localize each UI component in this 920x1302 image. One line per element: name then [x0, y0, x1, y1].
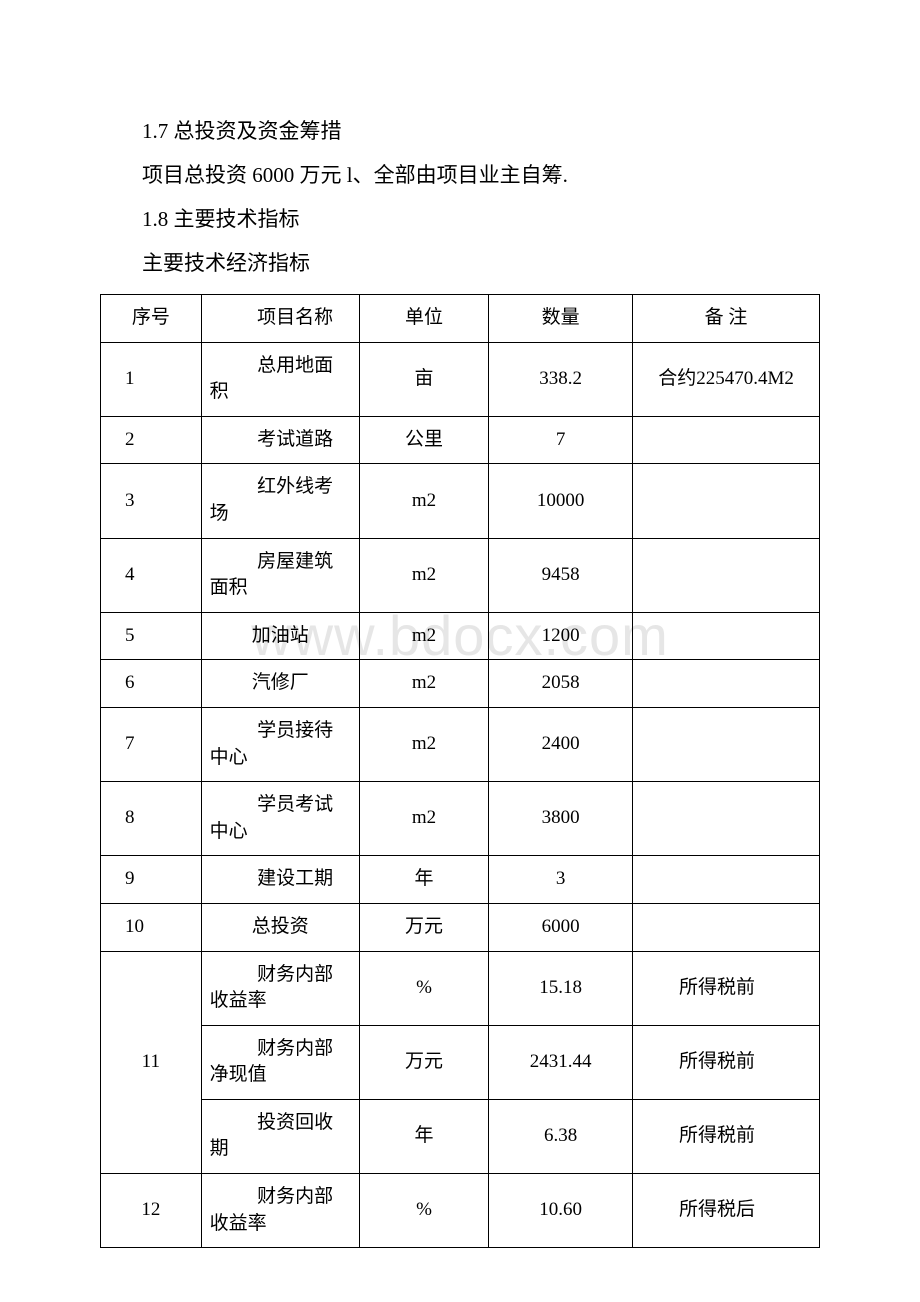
cell-seq: 12 — [101, 1174, 202, 1248]
col-header-qty: 数量 — [489, 295, 633, 343]
table-row: 9 建设工期 年 3 — [101, 856, 820, 904]
table-row: 6 汽修厂 m2 2058 — [101, 660, 820, 708]
cell-seq: 2 — [101, 416, 202, 464]
cell-name: 财务内部收益率 — [201, 1174, 359, 1248]
cell-note: 所得税前 — [633, 1025, 820, 1099]
cell-note — [633, 903, 820, 951]
cell-note — [633, 416, 820, 464]
cell-note: 所得税后 — [633, 1174, 820, 1248]
cell-qty: 338.2 — [489, 342, 633, 416]
cell-unit: 公里 — [359, 416, 488, 464]
cell-name: 汽修厂 — [201, 660, 359, 708]
table-row: 7 学员接待中心 m2 2400 — [101, 707, 820, 781]
cell-unit: 万元 — [359, 1025, 488, 1099]
cell-qty: 3 — [489, 856, 633, 904]
cell-qty: 2058 — [489, 660, 633, 708]
cell-qty: 2400 — [489, 707, 633, 781]
cell-unit: 年 — [359, 1099, 488, 1173]
cell-qty: 6.38 — [489, 1099, 633, 1173]
cell-seq: 6 — [101, 660, 202, 708]
cell-name: 总投资 — [201, 903, 359, 951]
table-row: 2 考试道路 公里 7 — [101, 416, 820, 464]
cell-unit: m2 — [359, 782, 488, 856]
col-header-seq: 序号 — [101, 295, 202, 343]
cell-qty: 9458 — [489, 538, 633, 612]
cell-note: 所得税前 — [633, 1099, 820, 1173]
table-row: 11 财务内部收益率 % 15.18 所得税前 — [101, 951, 820, 1025]
cell-seq: 3 — [101, 464, 202, 538]
cell-name: 投资回收期 — [201, 1099, 359, 1173]
cell-note — [633, 660, 820, 708]
table-row: 1 总用地面积 亩 338.2 合约225470.4M2 — [101, 342, 820, 416]
cell-seq: 4 — [101, 538, 202, 612]
section-heading-1-7: 1.7 总投资及资金筹措 — [100, 110, 820, 152]
cell-seq: 11 — [101, 951, 202, 1174]
cell-name: 总用地面积 — [201, 342, 359, 416]
cell-unit: 年 — [359, 856, 488, 904]
cell-name: 房屋建筑面积 — [201, 538, 359, 612]
cell-qty: 7 — [489, 416, 633, 464]
table-row: 8 学员考试中心 m2 3800 — [101, 782, 820, 856]
cell-unit: % — [359, 951, 488, 1025]
section-heading-1-8: 1.8 主要技术指标 — [100, 198, 820, 240]
cell-note — [633, 612, 820, 660]
cell-seq: 9 — [101, 856, 202, 904]
cell-seq: 1 — [101, 342, 202, 416]
cell-qty: 1200 — [489, 612, 633, 660]
cell-name: 财务内部净现值 — [201, 1025, 359, 1099]
table-row: 4 房屋建筑面积 m2 9458 — [101, 538, 820, 612]
cell-qty: 6000 — [489, 903, 633, 951]
cell-unit: m2 — [359, 538, 488, 612]
cell-note — [633, 464, 820, 538]
cell-unit: m2 — [359, 612, 488, 660]
cell-qty: 10.60 — [489, 1174, 633, 1248]
cell-unit: m2 — [359, 660, 488, 708]
table-title: 主要技术经济指标 — [100, 242, 820, 284]
table-header-row: 序号 项目名称 单位 数量 备 注 — [101, 295, 820, 343]
table-row: 投资回收期 年 6.38 所得税前 — [101, 1099, 820, 1173]
cell-seq: 10 — [101, 903, 202, 951]
cell-seq: 8 — [101, 782, 202, 856]
cell-name: 学员考试中心 — [201, 782, 359, 856]
col-header-unit: 单位 — [359, 295, 488, 343]
cell-name: 学员接待中心 — [201, 707, 359, 781]
col-header-note: 备 注 — [633, 295, 820, 343]
cell-qty: 3800 — [489, 782, 633, 856]
table-row: 12 财务内部收益率 % 10.60 所得税后 — [101, 1174, 820, 1248]
cell-name: 建设工期 — [201, 856, 359, 904]
cell-name: 加油站 — [201, 612, 359, 660]
cell-name: 红外线考场 — [201, 464, 359, 538]
investment-description: 项目总投资 6000 万元 l、全部由项目业主自筹. — [100, 154, 820, 196]
cell-unit: % — [359, 1174, 488, 1248]
cell-unit: m2 — [359, 464, 488, 538]
table-row: 5 加油站 m2 1200 — [101, 612, 820, 660]
table-row: 3 红外线考场 m2 10000 — [101, 464, 820, 538]
cell-unit: m2 — [359, 707, 488, 781]
cell-note — [633, 782, 820, 856]
table-row: 财务内部净现值 万元 2431.44 所得税前 — [101, 1025, 820, 1099]
table-row: 10 总投资 万元 6000 — [101, 903, 820, 951]
cell-qty: 15.18 — [489, 951, 633, 1025]
cell-seq: 7 — [101, 707, 202, 781]
cell-qty: 2431.44 — [489, 1025, 633, 1099]
cell-qty: 10000 — [489, 464, 633, 538]
cell-note — [633, 856, 820, 904]
cell-unit: 万元 — [359, 903, 488, 951]
cell-unit: 亩 — [359, 342, 488, 416]
cell-note — [633, 707, 820, 781]
document-content: 1.7 总投资及资金筹措 项目总投资 6000 万元 l、全部由项目业主自筹. … — [100, 110, 820, 1248]
indicators-table: 序号 项目名称 单位 数量 备 注 1 总用地面积 亩 338.2 合约2254… — [100, 294, 820, 1248]
cell-name: 考试道路 — [201, 416, 359, 464]
cell-name: 财务内部收益率 — [201, 951, 359, 1025]
cell-note: 合约225470.4M2 — [633, 342, 820, 416]
cell-seq: 5 — [101, 612, 202, 660]
col-header-name: 项目名称 — [201, 295, 359, 343]
cell-note — [633, 538, 820, 612]
cell-note: 所得税前 — [633, 951, 820, 1025]
